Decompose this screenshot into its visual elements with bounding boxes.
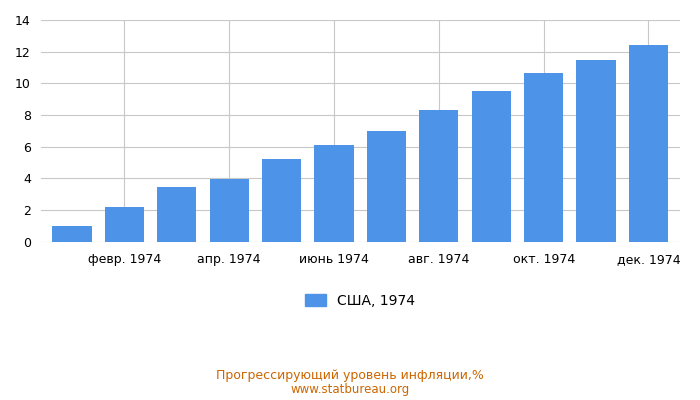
Bar — [629, 44, 668, 242]
Bar — [314, 145, 354, 242]
Bar — [158, 187, 197, 242]
Bar — [472, 91, 511, 242]
Bar — [52, 226, 92, 242]
Text: www.statbureau.org: www.statbureau.org — [290, 384, 410, 396]
Bar — [262, 159, 301, 242]
Bar — [419, 110, 459, 242]
Text: Прогрессирующий уровень инфляции,%: Прогрессирующий уровень инфляции,% — [216, 370, 484, 382]
Bar — [367, 131, 406, 242]
Bar — [105, 207, 144, 242]
Bar — [524, 73, 564, 242]
Legend: США, 1974: США, 1974 — [300, 288, 421, 314]
Bar — [209, 179, 249, 242]
Bar — [576, 60, 616, 242]
